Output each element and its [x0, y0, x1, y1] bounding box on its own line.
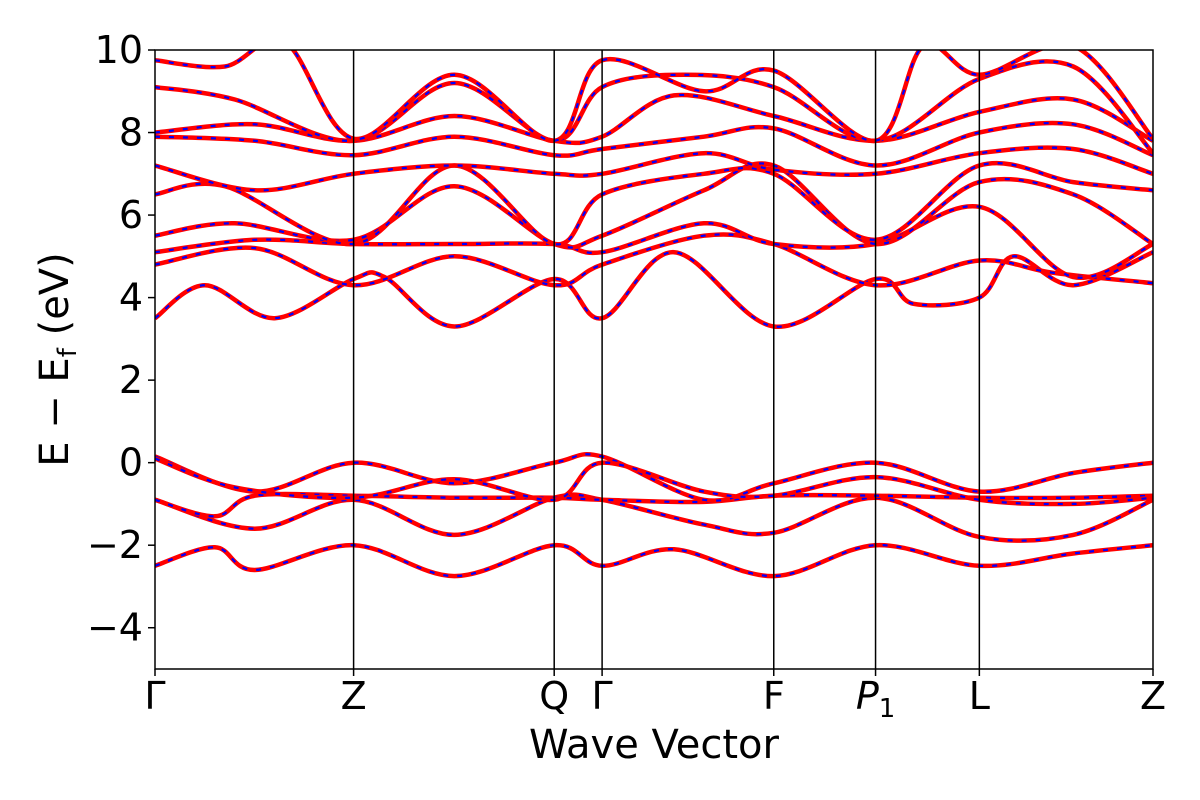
band-line-dashed-14 [155, 50, 1153, 142]
y-tick-label-4: 4 [119, 276, 143, 320]
x-tick-label-7: Z [1140, 674, 1166, 718]
x-tick-label-1: Z [341, 674, 367, 718]
y-tick-label-2: 0 [119, 441, 143, 485]
band-line-6 [155, 232, 1153, 288]
y-tick-label-6: 8 [119, 111, 143, 155]
y-axis-label: E − Ef (eV) [32, 252, 83, 467]
band-line-dashed-11 [155, 121, 1153, 167]
x-ticks: Γ Z Q Γ F P1 L Z [144, 669, 1166, 724]
y-tick-label-3: 2 [119, 358, 143, 402]
y-axis-label-sub: f [53, 347, 83, 357]
band-line-dashed-3 [155, 453, 1153, 502]
band-line-10 [155, 145, 1153, 193]
y-tick-label-7: 10 [95, 28, 143, 72]
y-axis-label-unit: (eV) [32, 252, 78, 348]
band-line-0 [155, 542, 1153, 579]
band-line-dashed-1 [155, 493, 1153, 542]
kpoint-lines [352, 50, 981, 669]
x-axis-label: Wave Vector [529, 722, 780, 768]
band-line-5 [155, 249, 1153, 329]
band-line-9 [155, 160, 1153, 247]
plot-frame [154, 49, 1154, 670]
band-line-dashed-10 [155, 146, 1153, 192]
y-ticks: −4 −2 0 2 4 6 8 10 [87, 28, 155, 650]
band-line-dashed-4 [155, 457, 1153, 506]
y-tick-label-0: −4 [87, 606, 143, 650]
x-tick-label-6: L [969, 674, 990, 718]
x-tick-label-2: Q [539, 674, 569, 718]
x-tick-label-3: Γ [592, 674, 613, 718]
y-tick-label-1: −2 [87, 523, 143, 567]
x-tick-label-0: Γ [144, 674, 165, 718]
band-line-dashed-13 [155, 60, 1153, 154]
band-line-dashed-9 [155, 162, 1153, 246]
bands-layer [155, 50, 1153, 579]
y-axis-label-main: E − E [32, 357, 78, 467]
x-tick-label-5: P1 [856, 674, 895, 724]
x-tick-label-4: F [763, 674, 785, 718]
band-line-dashed-12 [155, 93, 1153, 145]
y-tick-label-5: 6 [119, 193, 143, 237]
